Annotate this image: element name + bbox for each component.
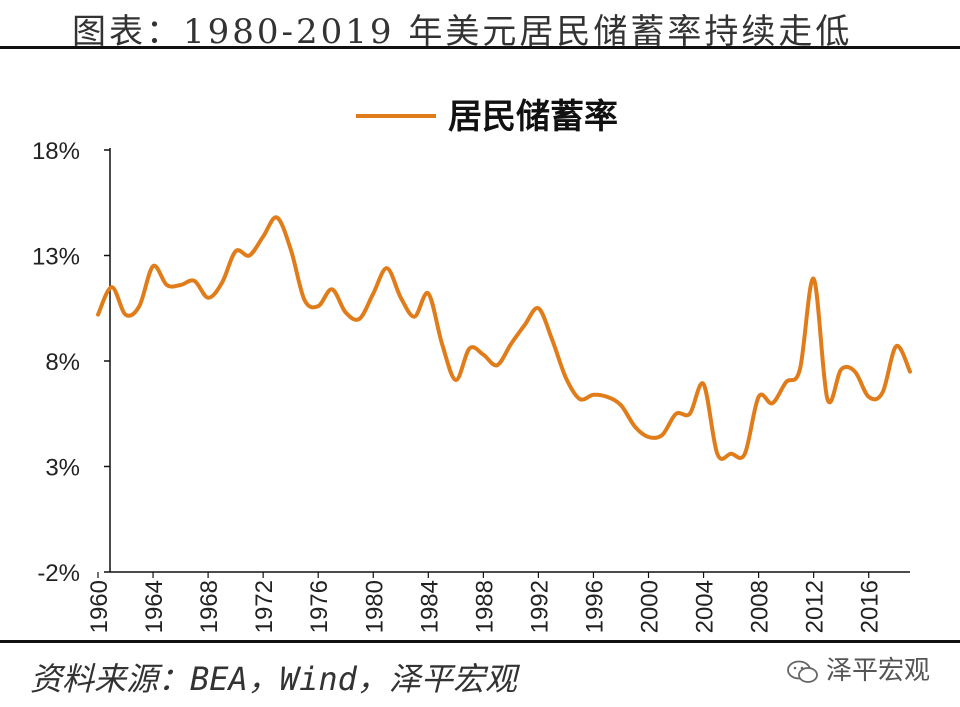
- x-tick-label: 2012: [802, 580, 829, 633]
- series-layer: [96, 215, 912, 461]
- wechat-icon: [787, 660, 818, 683]
- x-tick-label: 1980: [361, 580, 388, 633]
- x-tick-label: 2000: [637, 580, 664, 633]
- x-tick-label: 1960: [86, 580, 113, 633]
- y-tick-label: 8%: [45, 349, 80, 376]
- y-tick-label: 3%: [45, 455, 80, 482]
- series-line-savings-rate: [96, 215, 912, 461]
- x-tick-label: 1996: [581, 580, 608, 633]
- watermark: 泽平宏观: [786, 650, 930, 687]
- y-tick-label: -2%: [37, 560, 80, 587]
- x-tick-label: 1964: [141, 580, 168, 633]
- x-tick-label: 1988: [471, 580, 498, 633]
- x-tick-label: 2004: [692, 580, 719, 633]
- x-tick-label: 2008: [747, 580, 774, 633]
- legend: 居民储蓄率: [356, 97, 618, 137]
- legend-label: 居民储蓄率: [448, 97, 618, 137]
- y-tick-label: 18%: [32, 138, 80, 165]
- x-tick-label: 1976: [306, 580, 333, 633]
- top-rule: [0, 46, 960, 49]
- x-tick-label: 1984: [416, 580, 443, 633]
- y-tick-label: 13%: [32, 244, 80, 271]
- chart-title: 图表：1980-2019 年美元居民储蓄率持续走低: [72, 12, 853, 52]
- source-note: 资料来源：BEA，Wind，泽平宏观: [30, 660, 517, 698]
- x-tick-label: 2016: [857, 580, 884, 633]
- watermark-text: 泽平宏观: [826, 656, 931, 686]
- savings-rate-chart: 居民储蓄率 18%13%8%3%-2%1960 1964 1968 1972 1976 1…: [32, 97, 912, 633]
- axes: 18% 13% 8% 3% -2%1960 1964 1968 1972 1976 1980 198…: [32, 138, 910, 633]
- x-tick-label: 1992: [526, 580, 553, 633]
- bottom-rule: [0, 640, 960, 643]
- x-tick-label: 1972: [251, 580, 278, 633]
- x-tick-label: 1968: [196, 580, 223, 633]
